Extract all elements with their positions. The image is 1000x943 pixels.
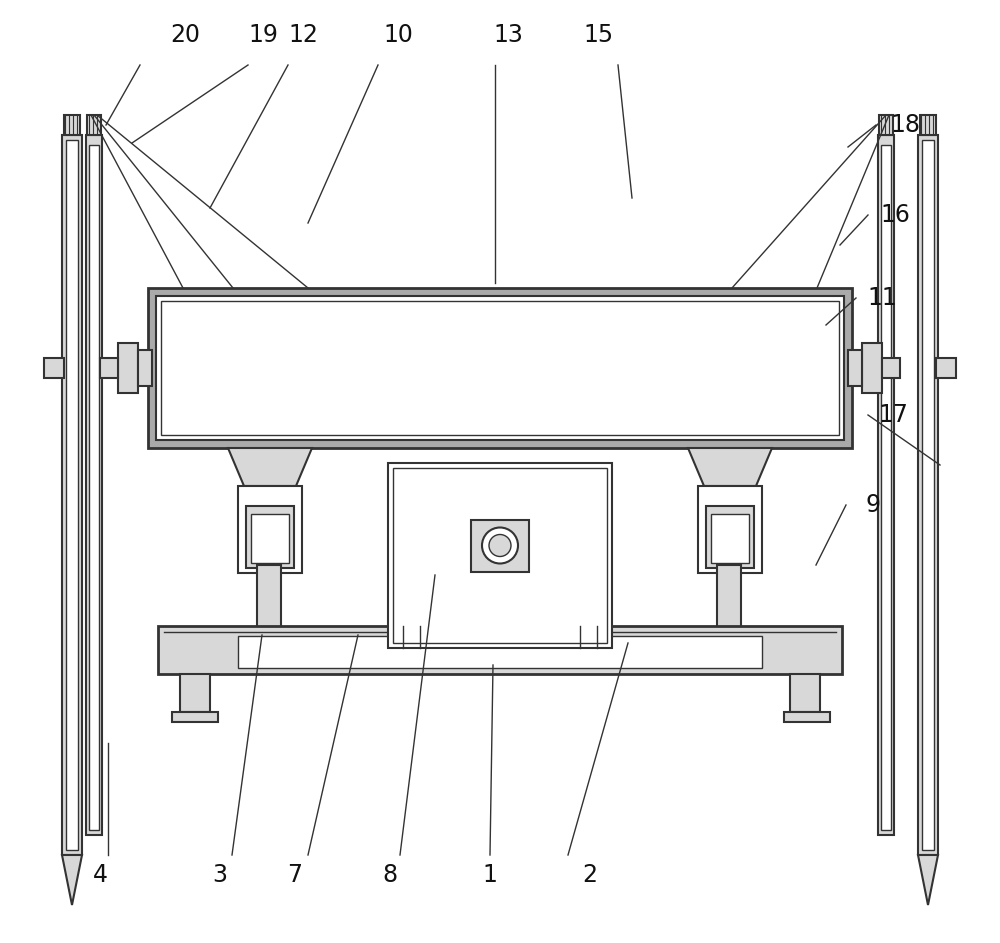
Circle shape: [489, 535, 511, 556]
Bar: [706, 506, 754, 568]
Bar: [257, 565, 281, 638]
Bar: [238, 636, 762, 668]
Text: 2: 2: [582, 863, 598, 887]
Bar: [717, 565, 741, 638]
Bar: [246, 506, 294, 568]
Polygon shape: [918, 855, 938, 905]
Bar: [118, 343, 138, 393]
Text: 13: 13: [493, 23, 523, 47]
Text: 18: 18: [890, 113, 920, 137]
Bar: [878, 135, 894, 835]
Bar: [44, 358, 64, 378]
Bar: [156, 296, 844, 440]
Text: 20: 20: [170, 23, 200, 47]
Bar: [393, 468, 607, 643]
Text: 3: 3: [213, 863, 228, 887]
Polygon shape: [228, 448, 312, 486]
Bar: [172, 712, 218, 722]
Bar: [862, 343, 882, 393]
Bar: [670, 642, 790, 666]
Bar: [87, 115, 101, 135]
Bar: [210, 642, 330, 666]
Bar: [238, 486, 302, 573]
Bar: [918, 135, 938, 855]
Bar: [100, 358, 118, 378]
Polygon shape: [62, 855, 82, 905]
Bar: [64, 115, 80, 135]
Bar: [881, 145, 891, 830]
Text: 1: 1: [483, 863, 497, 887]
Text: 4: 4: [93, 863, 108, 887]
Bar: [388, 463, 612, 648]
Bar: [138, 350, 152, 386]
Bar: [920, 115, 936, 135]
Text: 16: 16: [880, 203, 910, 227]
Bar: [879, 115, 893, 135]
Text: 10: 10: [383, 23, 413, 47]
Text: 15: 15: [583, 23, 613, 47]
Text: 12: 12: [288, 23, 318, 47]
Bar: [148, 288, 852, 448]
Bar: [471, 520, 529, 571]
Text: 17: 17: [878, 403, 908, 427]
Text: 8: 8: [382, 863, 398, 887]
Bar: [66, 140, 78, 850]
Circle shape: [482, 527, 518, 564]
Bar: [922, 140, 934, 850]
Bar: [711, 514, 749, 563]
Bar: [89, 145, 99, 830]
Bar: [784, 712, 830, 722]
Bar: [882, 358, 900, 378]
Text: 11: 11: [867, 286, 897, 310]
Bar: [62, 135, 82, 855]
Bar: [158, 626, 842, 674]
Bar: [848, 350, 862, 386]
Bar: [180, 674, 210, 712]
Bar: [936, 358, 956, 378]
Text: 9: 9: [866, 493, 881, 517]
Polygon shape: [688, 448, 772, 486]
Bar: [790, 674, 820, 712]
Bar: [161, 301, 839, 435]
Bar: [698, 486, 762, 573]
Bar: [86, 135, 102, 835]
Bar: [251, 514, 289, 563]
Text: 7: 7: [288, 863, 303, 887]
Text: 19: 19: [248, 23, 278, 47]
